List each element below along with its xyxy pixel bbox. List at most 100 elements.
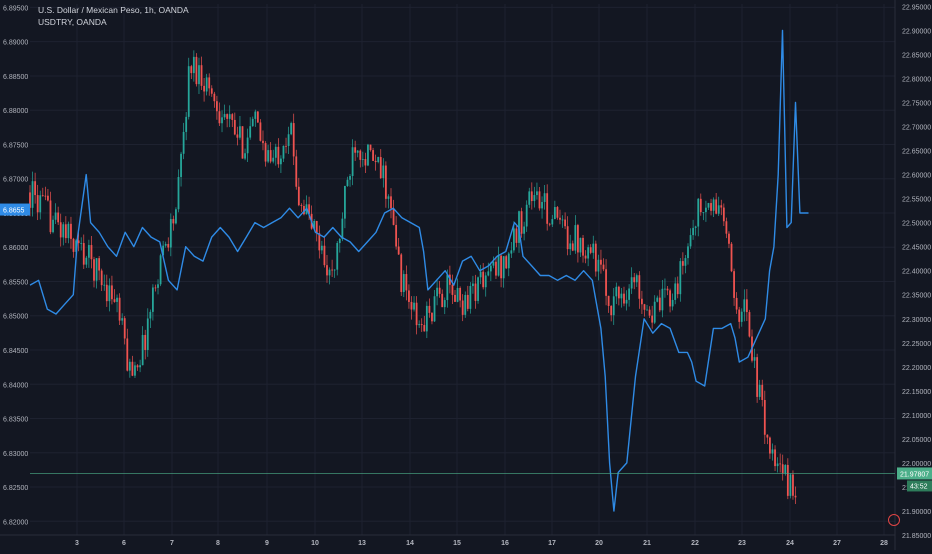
candle: [90, 235, 93, 269]
candle: [49, 191, 52, 235]
candle: [664, 278, 666, 298]
candle: [446, 269, 449, 308]
candle: [602, 258, 605, 272]
candle: [451, 274, 454, 304]
candle: [615, 282, 618, 305]
right-tick-label: 22.05000: [902, 437, 931, 444]
candle: [228, 105, 231, 128]
right-price-label: 21.97807: [900, 471, 929, 478]
candle: [497, 246, 500, 277]
candle: [477, 276, 479, 304]
candle: [159, 253, 162, 287]
candle: [413, 296, 415, 312]
candle: [390, 188, 392, 219]
candle: [441, 289, 444, 308]
x-tick-label: 3: [75, 540, 79, 547]
candle: [256, 110, 259, 123]
x-tick-label: 7: [170, 540, 174, 547]
alert-icon[interactable]: [888, 514, 900, 526]
candle: [487, 262, 490, 277]
x-tick-label: 10: [311, 540, 319, 547]
candle: [789, 473, 792, 499]
right-tick-label: 22.50000: [902, 221, 931, 228]
candle: [651, 305, 654, 329]
candle: [141, 326, 144, 366]
right-tick-label: 22.95000: [902, 4, 931, 11]
candle: [177, 169, 180, 213]
candle: [387, 194, 390, 209]
right-tick-label: 22.75000: [902, 101, 931, 108]
candle: [679, 258, 682, 302]
candle: [505, 254, 508, 270]
candle: [249, 117, 252, 140]
right-tick-label: 22.85000: [902, 52, 931, 59]
candle: [671, 293, 674, 311]
candle: [425, 301, 428, 339]
candle: [175, 207, 177, 225]
candle: [792, 470, 794, 500]
candle: [605, 259, 607, 306]
candle: [72, 237, 75, 258]
candle: [507, 252, 510, 277]
candle: [31, 171, 34, 217]
right-tick-label: 22.20000: [902, 365, 931, 372]
candle: [354, 140, 357, 161]
candle: [41, 187, 44, 197]
candle: [285, 137, 287, 154]
candle: [464, 291, 467, 318]
candle: [290, 121, 293, 136]
candle: [794, 486, 797, 505]
candle: [541, 196, 543, 219]
candle: [456, 278, 459, 303]
candle: [377, 156, 380, 164]
candle: [589, 244, 592, 255]
candle: [738, 306, 741, 329]
candle: [241, 126, 244, 159]
candle: [277, 138, 280, 168]
candle: [564, 212, 566, 230]
candle: [520, 207, 523, 238]
candle: [641, 290, 643, 314]
candle: [745, 289, 748, 321]
right-tick-label: 22.30000: [902, 317, 931, 324]
candle: [300, 203, 303, 212]
candle: [203, 78, 205, 102]
x-tick-label: 22: [691, 540, 699, 547]
right-tick-label: 22.90000: [902, 28, 931, 35]
x-axis: 3 6 7 8 9 10 13 14 15 16 17 20 21 22 23 24 27 28: [0, 534, 895, 547]
x-tick-label: 15: [453, 540, 461, 547]
candle: [536, 182, 538, 200]
candle: [351, 139, 354, 186]
candle: [781, 454, 784, 481]
candle: [338, 237, 341, 253]
candle: [384, 161, 387, 208]
candle: [607, 295, 610, 313]
candle: [226, 113, 229, 128]
candle: [643, 303, 646, 317]
candle: [251, 116, 254, 127]
candle: [208, 73, 211, 96]
candle: [418, 320, 421, 328]
candle: [566, 216, 569, 256]
candle: [551, 214, 554, 228]
candle: [254, 109, 257, 127]
candle: [779, 453, 782, 473]
candle: [405, 265, 408, 301]
candle: [47, 188, 49, 202]
candle: [382, 158, 385, 188]
candle: [392, 199, 395, 226]
candle: [633, 272, 636, 290]
plot-area[interactable]: [0, 0, 895, 535]
candle: [610, 305, 613, 322]
left-tick-label: 6.82500: [3, 485, 28, 492]
candle: [269, 142, 272, 164]
candle: [438, 281, 441, 298]
candle: [523, 221, 526, 241]
candle: [543, 184, 546, 210]
candle: [359, 149, 362, 168]
candle: [333, 269, 336, 278]
candle: [479, 264, 482, 285]
candle: [758, 379, 761, 400]
candle: [146, 308, 149, 357]
